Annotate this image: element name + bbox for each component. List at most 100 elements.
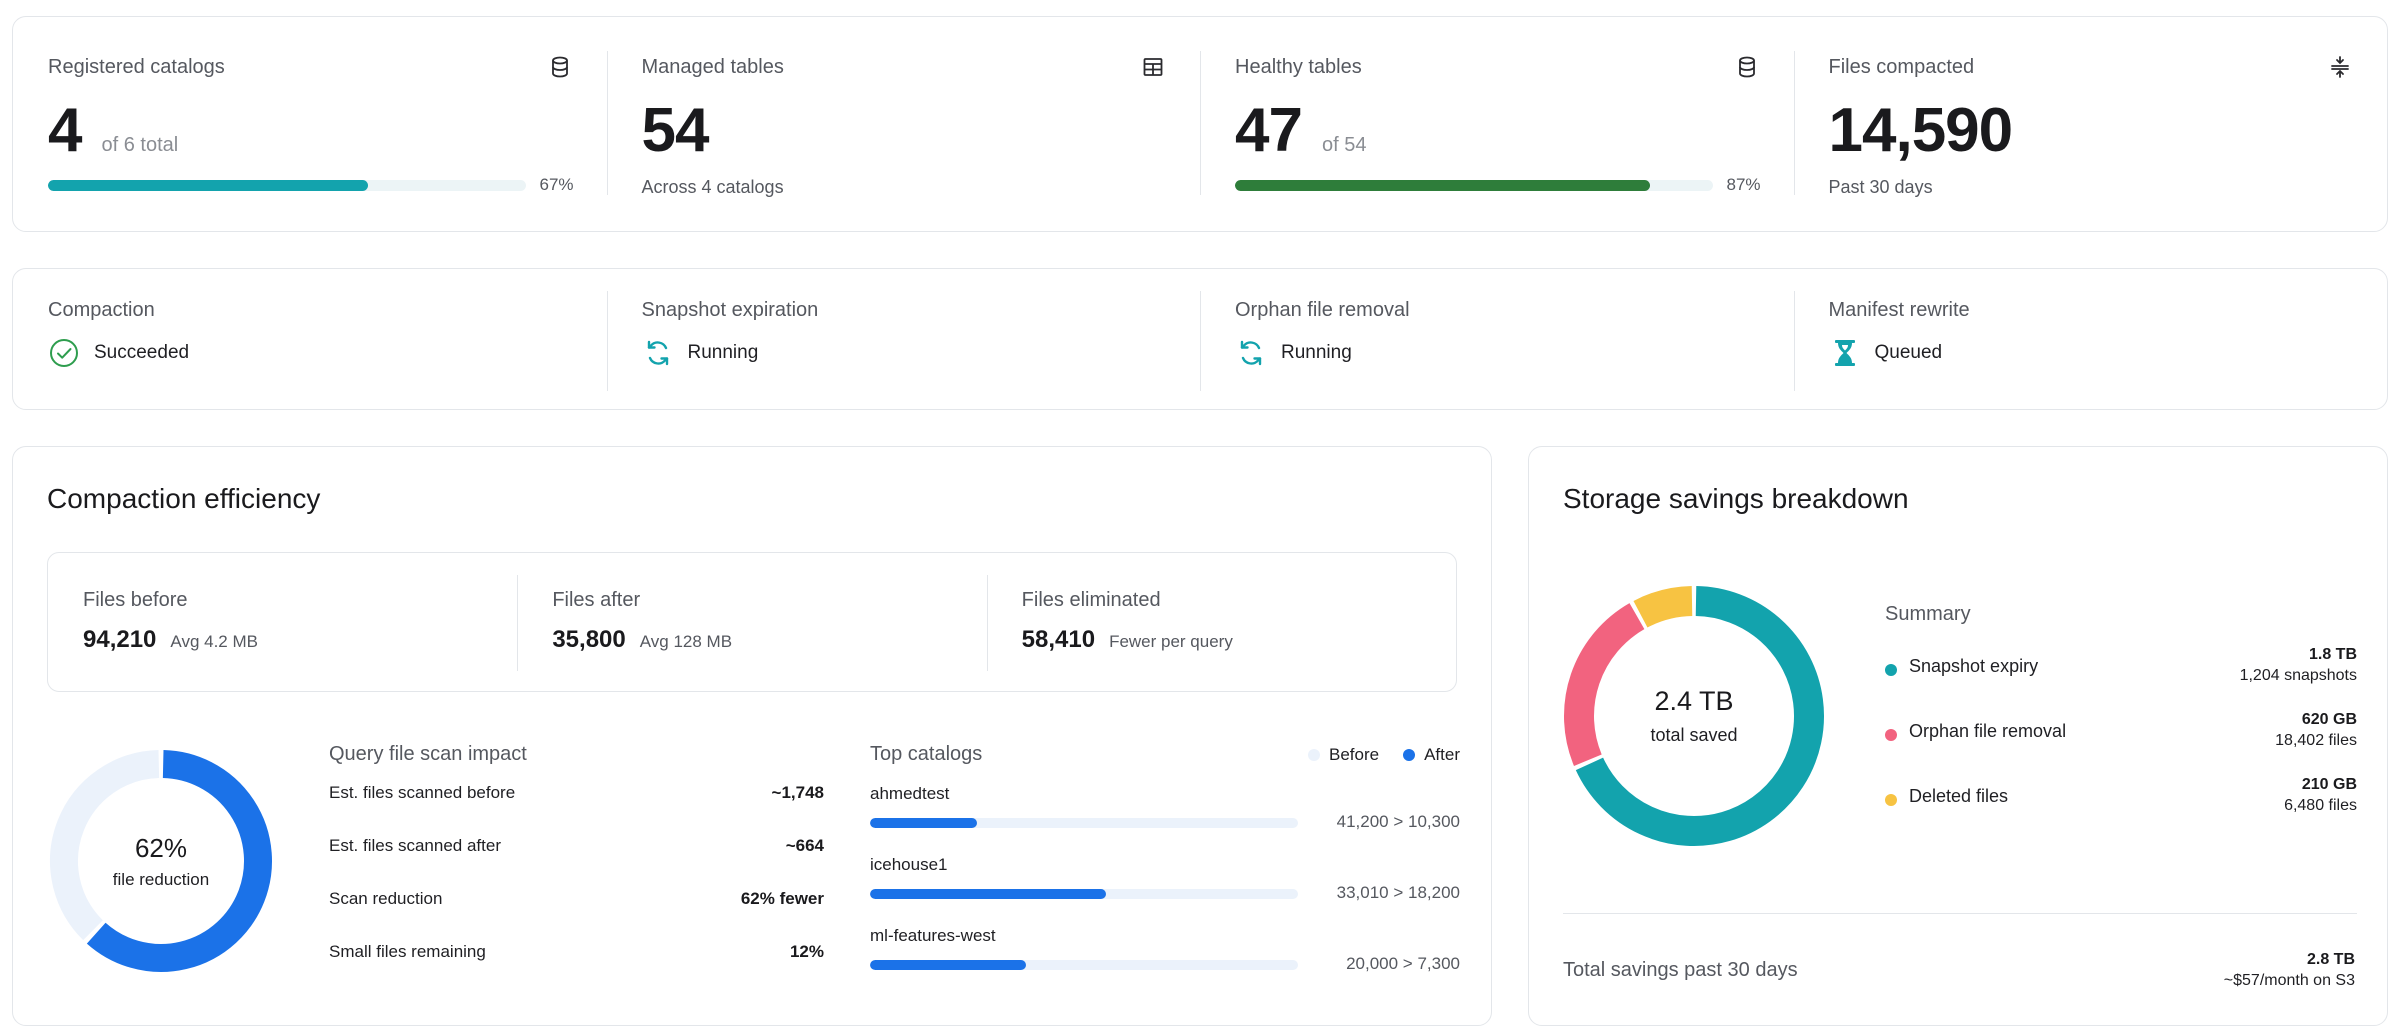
stat-value: 35,800 (552, 626, 626, 653)
compaction-efficiency-card: Compaction efficiency Files before 94,21… (12, 446, 1492, 1026)
summary-value: 620 GB (2301, 711, 2357, 728)
summary-dot (1885, 729, 1897, 741)
storage-savings-donut: 2.4 TB total saved (1563, 585, 1825, 847)
kpi-label: Healthy tables (1235, 55, 1362, 78)
top-catalogs: Top catalogs Before After ahmedtest 41,2… (870, 743, 1460, 991)
kpi-summary-card: Registered catalogs 4 of 6 total 67% Man… (12, 16, 2388, 232)
kpi-subtext: Across 4 catalogs (641, 177, 784, 197)
divider (1563, 913, 2357, 914)
kpi-suffix: of 54 (1321, 134, 1367, 156)
kpi-value: 14,590 (1828, 96, 2014, 165)
catalog-counts: 41,200 > 10,300 (1336, 812, 1460, 831)
catalog-after-bar (870, 818, 977, 828)
legend-after-swatch (1403, 748, 1416, 761)
database-icon (551, 56, 568, 78)
catalog-before-bar (870, 818, 1298, 828)
job-snapshot-expiration[interactable]: Snapshot expiration Running (606, 269, 1201, 409)
section-title: Top catalogs (870, 743, 983, 765)
progress-percent: 87% (1726, 175, 1761, 194)
scan-value: ~1,748 (771, 782, 824, 802)
progress-fill (1235, 179, 1651, 191)
catalog-row-icehouse1[interactable]: icehouse1 33,010 > 18,200 (870, 849, 1460, 920)
summary-label: Snapshot expiry (1909, 656, 2039, 676)
scan-label: Scan reduction (329, 888, 443, 908)
stat-files-eliminated: Files eliminated 58,410 Fewer per query (986, 553, 1456, 691)
kpi-subtext: Past 30 days (1828, 177, 1933, 197)
stat-label: Files eliminated (1021, 589, 1161, 611)
summary-dot (1885, 664, 1897, 676)
summary-label: Deleted files (1909, 786, 2009, 806)
job-label: Snapshot expiration (641, 299, 819, 321)
summary-dot (1885, 794, 1897, 806)
stat-subtext: Avg 4.2 MB (170, 632, 258, 651)
section-title: Query file scan impact (329, 743, 527, 765)
scan-label: Est. files scanned after (329, 835, 501, 855)
catalog-name: icehouse1 (870, 855, 948, 874)
scan-row: Est. files scanned after ~664 (329, 819, 824, 872)
database-icon (1738, 56, 1755, 78)
scan-value: 62% fewer (740, 888, 824, 908)
savings-segment-0 (1575, 586, 1824, 846)
summary-subvalue: 1,204 snapshots (2239, 667, 2357, 684)
stat-value: 94,210 (83, 626, 157, 653)
scan-value: ~664 (785, 835, 824, 855)
kpi-label: Files compacted (1828, 55, 1975, 78)
stat-subtext: Fewer per query (1109, 632, 1233, 651)
catalog-row-ml-features-west[interactable]: ml-features-west 20,000 > 7,300 (870, 920, 1460, 991)
stat-subtext: Avg 128 MB (639, 632, 733, 651)
kpi-value: 4 (48, 96, 82, 165)
donut-total-label: total saved (1650, 725, 1738, 745)
progress-fill (48, 179, 368, 191)
job-label: Manifest rewrite (1828, 299, 1970, 321)
check-circle-icon (50, 339, 78, 367)
kpi-value: 54 (641, 96, 710, 165)
kpi-managed-tables: Managed tables 54 Across 4 catalogs (606, 17, 1201, 231)
kpi-registered-catalogs: Registered catalogs 4 of 6 total 67% (13, 17, 607, 231)
catalog-before-bar (870, 889, 1298, 899)
job-label: Compaction (48, 299, 155, 321)
job-status: Queued (1874, 342, 1943, 363)
job-manifest-rewrite[interactable]: Manifest rewrite Queued (1793, 269, 2388, 409)
total-savings-label: Total savings past 30 days (1563, 959, 1798, 981)
summary-value: 210 GB (2301, 776, 2357, 793)
legend-before-label: Before (1329, 744, 1380, 764)
kpi-label: Managed tables (641, 55, 784, 78)
donut-label: file reduction (112, 869, 210, 889)
total-savings-value: 2.8 TB (2306, 951, 2355, 968)
card-title: Storage savings breakdown (1563, 483, 1909, 514)
reduction-segment-remaining (50, 750, 160, 941)
catalog-counts: 33,010 > 18,200 (1336, 883, 1460, 902)
catalog-after-bar (870, 889, 1106, 899)
kpi-label: Registered catalogs (48, 55, 225, 78)
refresh-icon (647, 340, 668, 366)
legend: Before After (1284, 745, 1460, 765)
table-icon (1143, 58, 1163, 76)
summary-subvalue: 18,402 files (2275, 732, 2357, 749)
catalog-before-bar (870, 960, 1298, 970)
kpi-files-compacted: Files compacted 14,590 Past 30 days (1793, 17, 2388, 231)
job-orphan-file-removal[interactable]: Orphan file removal Running (1200, 269, 1794, 409)
job-status: Succeeded (94, 342, 190, 363)
file-reduction-donut-chart (50, 750, 272, 972)
job-compaction[interactable]: Compaction Succeeded (13, 269, 607, 409)
refresh-icon (1240, 340, 1262, 366)
progress-percent: 67% (539, 175, 574, 194)
catalog-row-ahmedtest[interactable]: ahmedtest 41,200 > 10,300 (870, 778, 1460, 849)
scan-label: Est. files scanned before (329, 782, 516, 802)
catalog-counts: 20,000 > 7,300 (1346, 954, 1460, 973)
scan-row: Small files remaining 12% (329, 925, 824, 978)
total-savings-cost: ~$57/month on S3 (2223, 972, 2355, 989)
savings-segment-2 (1633, 586, 1693, 628)
summary-item-snapshot-expiry: Snapshot expiry 1.8 TB 1,204 snapshots (1885, 640, 2357, 705)
catalog-name: ml-features-west (870, 926, 996, 945)
storage-savings-card: Storage savings breakdown 2.4 TB total s… (1528, 446, 2388, 1026)
job-status: Running (1281, 342, 1352, 363)
job-status: Running (687, 342, 759, 363)
stat-files-before: Files before 94,210 Avg 4.2 MB (48, 553, 517, 691)
scan-row: Scan reduction 62% fewer (329, 872, 824, 925)
stat-value: 58,410 (1021, 626, 1096, 653)
donut-total-value: 2.4 TB (1654, 686, 1734, 716)
stat-files-after: Files after 35,800 Avg 128 MB (517, 553, 986, 691)
kpi-suffix: of 6 total (101, 134, 179, 156)
kpi-value: 47 (1235, 96, 1303, 165)
